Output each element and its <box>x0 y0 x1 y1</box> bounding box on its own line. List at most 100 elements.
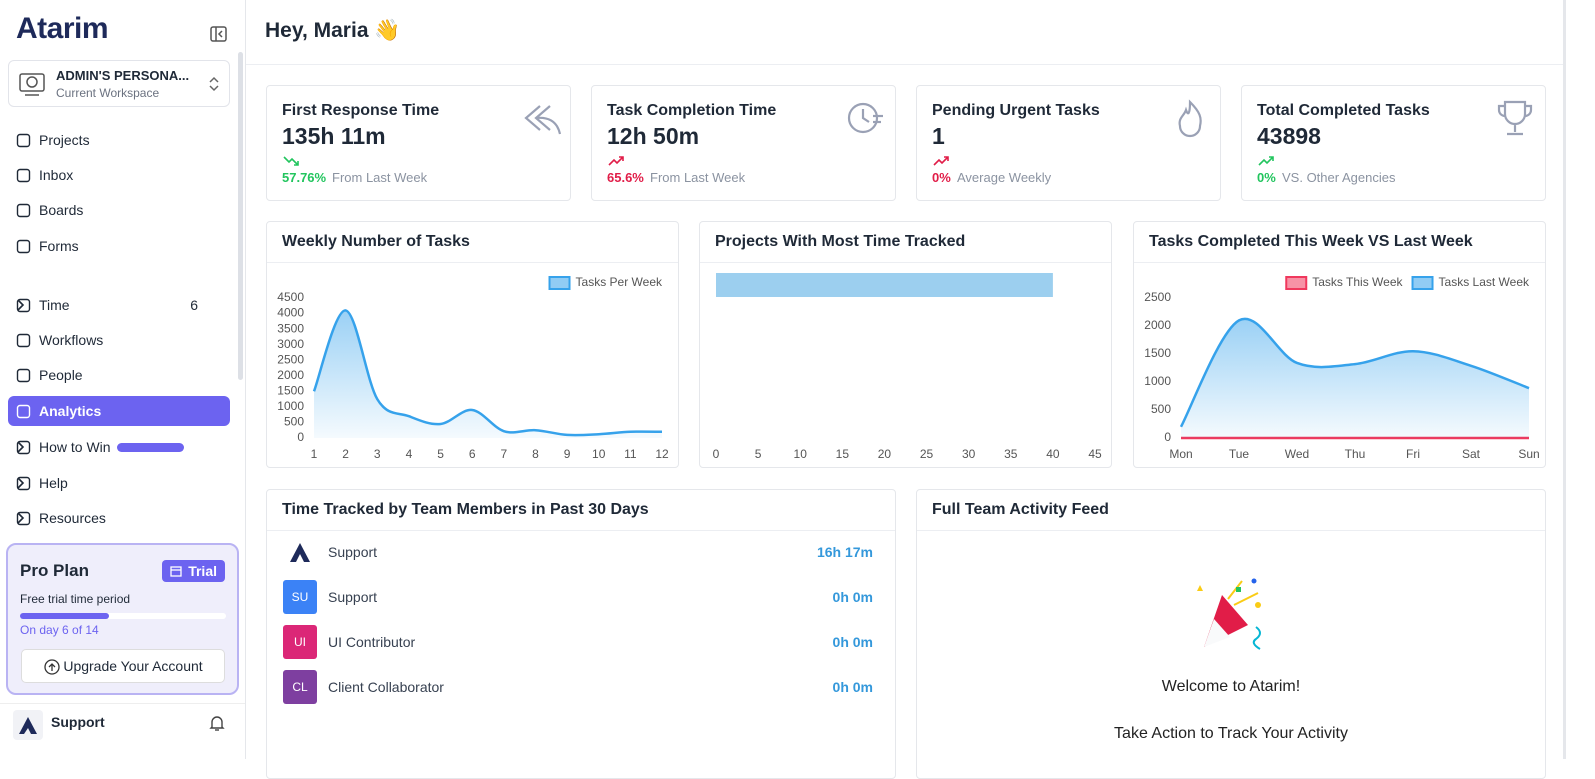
nav-item[interactable]: Help <box>8 468 230 498</box>
header: Hey, Maria 👋 <box>246 0 1565 65</box>
y-tick-label: 4500 <box>277 290 304 304</box>
nav-item[interactable]: Forms <box>8 231 230 261</box>
nav-label: Boards <box>39 202 84 218</box>
icon <box>1497 100 1533 136</box>
nav-item[interactable]: Inbox <box>8 160 230 190</box>
x-tick-label: 5 <box>437 447 444 461</box>
plan-card: Pro Plan Trial Free trial time period On… <box>6 543 239 695</box>
avatar <box>283 535 317 574</box>
nav-item[interactable]: Workflows <box>8 325 230 355</box>
nav-icon <box>16 333 31 348</box>
trend <box>608 156 624 166</box>
x-tick-label: 8 <box>532 447 539 461</box>
y-tick-label: 2000 <box>277 368 304 382</box>
y-tick-label: 3000 <box>277 337 304 351</box>
nav-item[interactable]: Boards <box>8 195 230 225</box>
y-tick-label: 3500 <box>277 321 304 335</box>
line <box>312 309 663 437</box>
x-tick-label: 12 <box>655 447 669 461</box>
area <box>1181 318 1529 438</box>
y-tick-label: 1500 <box>277 384 304 398</box>
divider <box>917 530 1545 531</box>
area <box>314 310 662 438</box>
upgrade-button[interactable]: Upgrade Your Account <box>21 649 225 683</box>
y-tick-label: 1000 <box>1144 374 1171 388</box>
nav-icon <box>16 298 31 313</box>
x-tick-label: 5 <box>755 447 762 461</box>
legend-swatch <box>548 276 571 290</box>
x-tick-label: Mon <box>1169 447 1192 461</box>
x-tick-label: 20 <box>878 447 892 461</box>
welcome-text: Welcome to Atarim! <box>1161 678 1301 695</box>
x-tick-label: 9 <box>564 447 571 461</box>
plan-badge-text: Trial <box>188 563 217 579</box>
member-name: Client Collaborator <box>328 679 444 695</box>
x-tick-label: Sat <box>1462 447 1481 461</box>
line <box>1179 317 1530 428</box>
user-avatar <box>13 710 43 740</box>
plan-badge: Trial <box>162 560 225 582</box>
nav-item[interactable]: How to Win <box>8 432 230 462</box>
y-tick-label: 1500 <box>1144 346 1171 360</box>
stat-change-label: From Last Week <box>332 170 428 185</box>
chart-title: Tasks Completed This Week VS Last Week <box>1149 233 1473 250</box>
y-tick-label: 2500 <box>1144 290 1171 304</box>
nav-item[interactable]: People <box>8 360 230 390</box>
stat-title: First Response Time <box>282 102 440 119</box>
y-tick-label: 4000 <box>277 306 304 320</box>
nav-icon <box>16 476 31 491</box>
scrollbar <box>238 52 243 380</box>
legend-label: Tasks Last Week <box>1439 275 1530 289</box>
logo[interactable]: Atarim <box>16 12 109 45</box>
nav-icon <box>16 440 31 455</box>
card-title: Time Tracked by Team Members in Past 30 … <box>282 501 649 518</box>
stat-change-label: From Last Week <box>650 170 746 185</box>
plan-progress-text: On day 6 of 14 <box>20 623 99 637</box>
trend <box>933 156 949 166</box>
plan-progress-track <box>20 613 226 619</box>
plan-title: Pro Plan <box>20 561 89 580</box>
stat-icon <box>845 98 887 143</box>
bell-icon[interactable] <box>208 714 226 732</box>
avatar: UI <box>283 625 317 659</box>
nav-label: Help <box>39 475 68 491</box>
trend-icon <box>607 154 625 172</box>
y-tick-label: 0 <box>1164 430 1171 444</box>
nav-label: Analytics <box>39 403 102 419</box>
chart: 0 5 10 15 20 25 30 35 40 45 <box>713 273 1102 461</box>
x-tick-label: 2 <box>342 447 349 461</box>
stat-card: First Response Time 135h 11m 57.76% From La… <box>266 85 571 201</box>
stat-title: Pending Urgent Tasks <box>932 102 1100 119</box>
stat-title: Task Completion Time <box>607 102 777 119</box>
stat-card: Total Completed Tasks 43898 0% VS. Other Ag… <box>1241 85 1546 201</box>
x-tick-label: 0 <box>713 447 720 461</box>
nav-label: Workflows <box>39 332 104 348</box>
x-tick-label: 6 <box>469 447 476 461</box>
collapse-icon[interactable] <box>210 26 228 42</box>
nav-item[interactable]: Projects <box>8 125 230 155</box>
trend-icon <box>282 154 300 172</box>
workspace-name: ADMIN'S PERSONA... <box>56 68 190 83</box>
member-name: Support <box>328 589 378 605</box>
nav-item[interactable]: Resources <box>8 503 230 533</box>
time-tracked-card: Time Tracked by Team Members in Past 30 … <box>266 489 896 779</box>
nav-label: People <box>39 367 83 383</box>
trend-icon <box>1257 154 1275 172</box>
stat-title: Total Completed Tasks <box>1257 102 1430 119</box>
logo-avatar <box>290 543 310 562</box>
chart-card: Projects With Most Time Tracked 0 5 10 15 20 2… <box>699 221 1112 468</box>
member-name: Support <box>328 544 378 560</box>
x-tick-label: 4 <box>406 447 413 461</box>
nav-item[interactable]: Time 6 <box>8 290 230 320</box>
x-tick-label: 30 <box>962 447 976 461</box>
workspace-switcher[interactable]: ADMIN'S PERSONA... Current Workspace <box>8 60 230 107</box>
workspace-icon <box>19 73 45 96</box>
divider <box>267 530 895 531</box>
user-name[interactable]: Support <box>51 714 105 730</box>
greeting: Hey, Maria 👋 <box>265 19 401 42</box>
x-tick-label: Sun <box>1518 447 1539 461</box>
nav-item[interactable]: Analytics <box>8 396 230 426</box>
nav-label: Resources <box>39 510 106 526</box>
y-tick-label: 0 <box>297 430 304 444</box>
chevron <box>17 441 25 453</box>
